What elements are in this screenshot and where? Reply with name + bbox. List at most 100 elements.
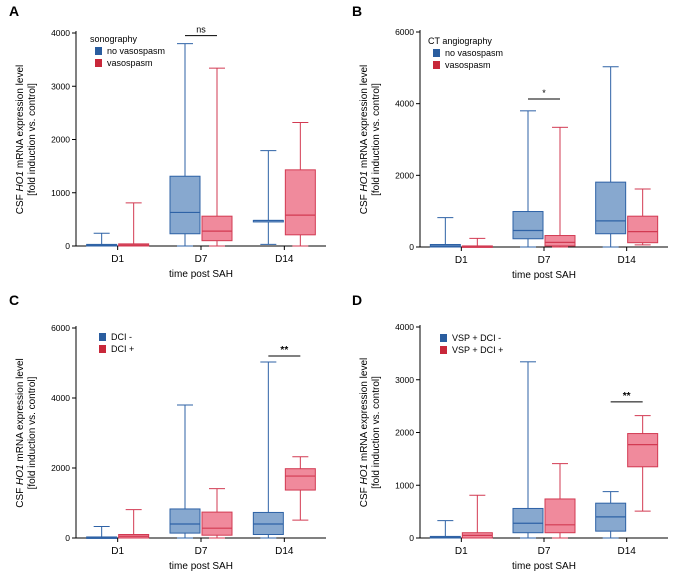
y-axis-label-post: mRNA expression level — [15, 358, 26, 464]
box-vsp-dci--d1 — [429, 520, 461, 539]
y-axis-label-line2: [fold induction vs. control] — [371, 376, 382, 489]
box-iqr — [201, 511, 233, 536]
significance-label: * — [542, 88, 546, 98]
box-no-vasospasm-d14 — [252, 150, 284, 245]
y-tick-label: 0 — [409, 242, 414, 252]
chart-panel-a: A 0 1000 2000 3000 4000 D1 D7 D14 time post SAH CS… — [9, 3, 326, 280]
box-iqr — [627, 433, 659, 468]
box-vsp-dci--d7 — [544, 463, 576, 539]
y-axis-label-post: mRNA expression level — [15, 65, 26, 171]
panel-letter: D — [352, 292, 362, 308]
box-vasospasm-d7 — [201, 67, 233, 247]
box-iqr — [512, 211, 544, 240]
box-vsp-dci--d7 — [512, 361, 544, 539]
y-axis-label-gene: HO1 — [15, 464, 26, 485]
chart-panel-b: B 0 2000 4000 6000 D1 D7 D14 time post SAH CSF HO… — [352, 3, 668, 281]
y-tick-label: 6000 — [395, 27, 414, 37]
y-tick-label: 4000 — [395, 99, 414, 109]
box-iqr — [544, 498, 576, 534]
x-tick-label: D1 — [111, 546, 124, 557]
y-tick-label: 3000 — [395, 375, 414, 385]
y-axis-label-pre: CSF — [359, 484, 370, 507]
legend-label: VSP + DCI + — [452, 345, 503, 355]
legend-label: DCI + — [111, 344, 134, 354]
panel-letter: B — [352, 3, 362, 19]
box-no-vasospasm-d1 — [86, 232, 118, 247]
legend-swatch — [95, 59, 102, 67]
y-axis-label-pre: CSF — [15, 191, 26, 214]
legend-swatch — [440, 346, 447, 354]
legend-swatch — [440, 334, 447, 342]
box-dci--d14 — [284, 456, 316, 521]
y-tick-label: 2000 — [395, 428, 414, 438]
legend-swatch — [99, 345, 106, 353]
significance-label: ** — [623, 391, 631, 402]
y-tick-label: 1000 — [395, 480, 414, 490]
box-vsp-dci--d14 — [595, 491, 627, 539]
y-tick-label: 6000 — [51, 323, 70, 333]
x-tick-label: D14 — [275, 546, 294, 557]
y-tick-label: 2000 — [51, 135, 70, 145]
y-tick-label: 4000 — [51, 28, 70, 38]
legend-swatch — [95, 47, 102, 55]
box-iqr — [169, 175, 201, 235]
box-dci--d14 — [252, 361, 284, 539]
box-iqr — [627, 215, 659, 244]
y-tick-label: 4000 — [395, 322, 414, 332]
x-tick-label: D14 — [617, 255, 636, 266]
legend-label: vasospasm — [445, 60, 491, 70]
box-iqr — [284, 169, 316, 236]
box-iqr — [284, 468, 316, 491]
box-no-vasospasm-d14 — [595, 66, 627, 248]
box-iqr — [512, 507, 544, 534]
box-dci--d7 — [201, 488, 233, 539]
box-vsp-dci--d14 — [627, 415, 659, 512]
legend-label: no vasospasm — [445, 48, 503, 58]
legend-title: CT angiography — [428, 36, 492, 46]
y-axis-label: CSF HO1 mRNA expression level — [15, 65, 26, 215]
box-no-vasospasm-d7 — [169, 43, 201, 247]
x-tick-label: D7 — [538, 255, 551, 266]
legend-label: VSP + DCI - — [452, 333, 501, 343]
box-vasospasm-d1 — [461, 237, 493, 248]
y-tick-label: 4000 — [51, 393, 70, 403]
y-tick-label: 0 — [65, 241, 70, 251]
box-dci--d7 — [169, 404, 201, 539]
panel-letter: A — [9, 3, 19, 19]
x-tick-label: D1 — [455, 255, 468, 266]
box-vasospasm-d14 — [627, 188, 659, 246]
y-axis-label-gene: HO1 — [359, 171, 370, 192]
legend-label: no vasospasm — [107, 46, 165, 56]
y-tick-label: 2000 — [395, 170, 414, 180]
box-iqr — [201, 215, 233, 242]
y-axis-label-gene: HO1 — [359, 464, 370, 485]
x-tick-label: D1 — [111, 254, 124, 265]
box-vsp-dci--d1 — [461, 494, 493, 539]
box-vasospasm-d7 — [544, 126, 576, 248]
y-axis-label-pre: CSF — [15, 485, 26, 508]
legend-swatch — [99, 333, 106, 341]
x-axis-label: time post SAH — [169, 269, 233, 280]
legend-title: sonography — [90, 34, 138, 44]
y-axis-label-line2: [fold induction vs. control] — [27, 83, 38, 196]
box-iqr — [169, 508, 201, 534]
y-tick-label: 0 — [409, 533, 414, 543]
box-iqr — [595, 181, 627, 235]
y-axis-label-line2: [fold induction vs. control] — [371, 83, 382, 196]
y-tick-label: 1000 — [51, 188, 70, 198]
box-no-vasospasm-d1 — [429, 217, 461, 248]
panel-letter: C — [9, 292, 19, 308]
y-axis-label: CSF HO1 mRNA expression level — [15, 358, 26, 508]
box-vasospasm-d1 — [118, 202, 150, 247]
y-axis-label-post: mRNA expression level — [359, 65, 370, 171]
box-iqr — [544, 235, 576, 247]
significance-label: ** — [280, 345, 288, 356]
legend-swatch — [433, 49, 440, 57]
legend-label: vasospasm — [107, 58, 153, 68]
x-tick-label: D7 — [538, 546, 551, 557]
chart-panel-c: C 0 2000 4000 6000 D1 D7 D14 time post SAH CSF HO… — [9, 292, 326, 571]
x-tick-label: D1 — [455, 546, 468, 557]
x-axis-label: time post SAH — [512, 561, 576, 571]
x-tick-label: D14 — [275, 254, 294, 265]
